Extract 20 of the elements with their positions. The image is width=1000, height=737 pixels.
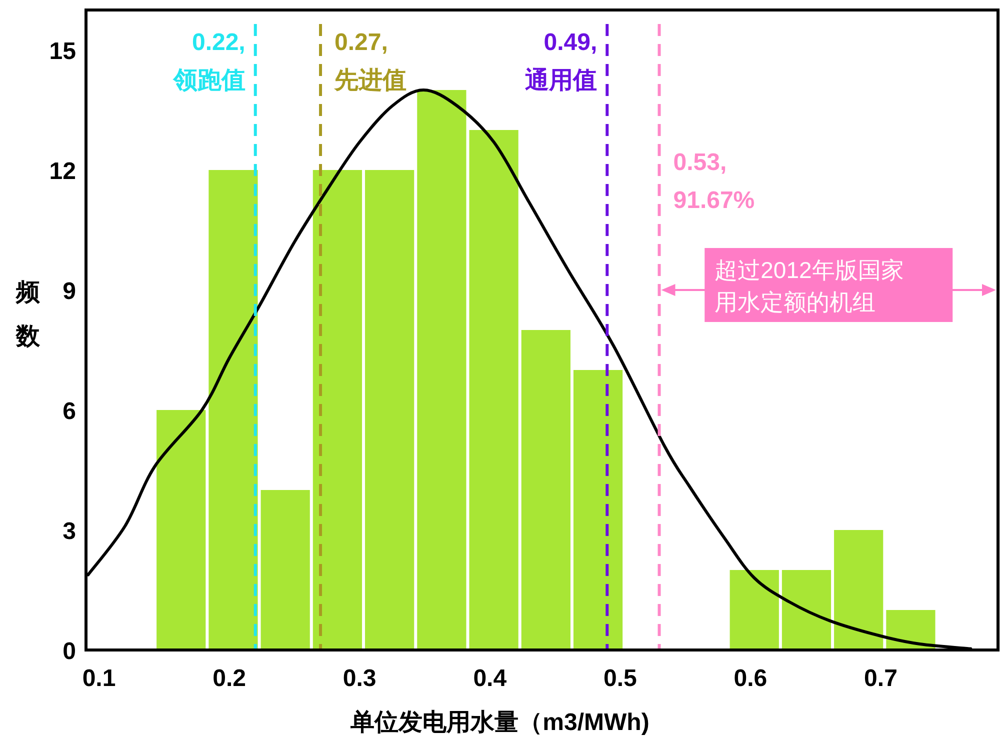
- x-tick-label: 0.6: [734, 665, 768, 692]
- y-tick-label: 3: [62, 518, 76, 545]
- y-tick-label: 9: [62, 278, 76, 305]
- x-tick-label: 0.5: [603, 665, 637, 692]
- x-tick-label: 0.2: [212, 665, 246, 692]
- ref-line-label: 0.22, 领跑值: [172, 29, 246, 94]
- x-tick-label: 0.4: [473, 665, 508, 692]
- y-tick-label: 12: [49, 158, 76, 185]
- ref-line-label: 0.49, 通用值: [524, 29, 598, 94]
- y-axis-title: 频数: [15, 279, 41, 350]
- y-tick-label: 6: [62, 398, 76, 425]
- x-tick-label: 0.1: [82, 665, 116, 692]
- annotation: 超过2012年版国家用水定额的机组: [714, 257, 904, 315]
- y-tick-label: 0: [62, 638, 76, 665]
- ref-line-label: 0.27, 先进值: [334, 29, 407, 94]
- y-tick-label: 15: [49, 38, 76, 65]
- x-tick-label: 0.3: [342, 665, 376, 692]
- x-axis-title: 单位发电用水量（m3/MWh): [350, 709, 650, 736]
- x-tick-label: 0.7: [864, 665, 898, 692]
- ref-line-label: 0.53, 91.67%: [673, 149, 755, 214]
